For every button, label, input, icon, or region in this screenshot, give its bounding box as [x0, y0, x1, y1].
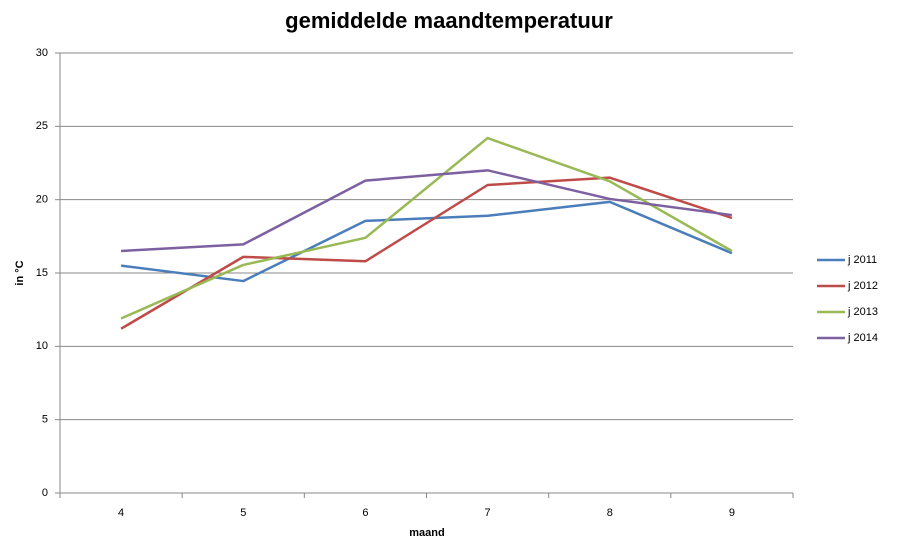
- y-tick-label: 30: [36, 47, 48, 59]
- x-tick-label: 7: [485, 507, 491, 519]
- x-axis-label: maand: [409, 527, 444, 539]
- y-tick-label: 15: [36, 267, 48, 279]
- series-line: [120, 200, 733, 283]
- y-axis-label: in °C: [14, 260, 26, 285]
- x-tick-label: 4: [118, 507, 124, 519]
- y-tick-label: 25: [36, 120, 48, 132]
- x-tick-label: 9: [729, 507, 735, 519]
- series-line: [121, 169, 733, 253]
- x-tick-label: 8: [607, 507, 613, 519]
- legend-label: j 2014: [847, 332, 878, 344]
- y-tick-label: 0: [42, 487, 48, 499]
- series-line: [120, 136, 733, 320]
- y-tick-label: 10: [36, 340, 48, 352]
- y-tick-label: 20: [36, 194, 48, 206]
- series-line: [120, 176, 733, 330]
- chart-title: gemiddelde maandtemperatuur: [285, 8, 613, 33]
- legend-label: j 2012: [847, 280, 878, 292]
- y-tick-label: 5: [42, 414, 48, 426]
- legend-label: j 2013: [847, 306, 878, 318]
- x-tick-label: 6: [362, 507, 368, 519]
- x-tick-label: 5: [240, 507, 246, 519]
- legend-label: j 2011: [847, 254, 877, 266]
